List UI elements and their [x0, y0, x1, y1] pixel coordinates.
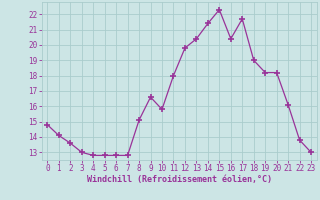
- X-axis label: Windchill (Refroidissement éolien,°C): Windchill (Refroidissement éolien,°C): [87, 175, 272, 184]
